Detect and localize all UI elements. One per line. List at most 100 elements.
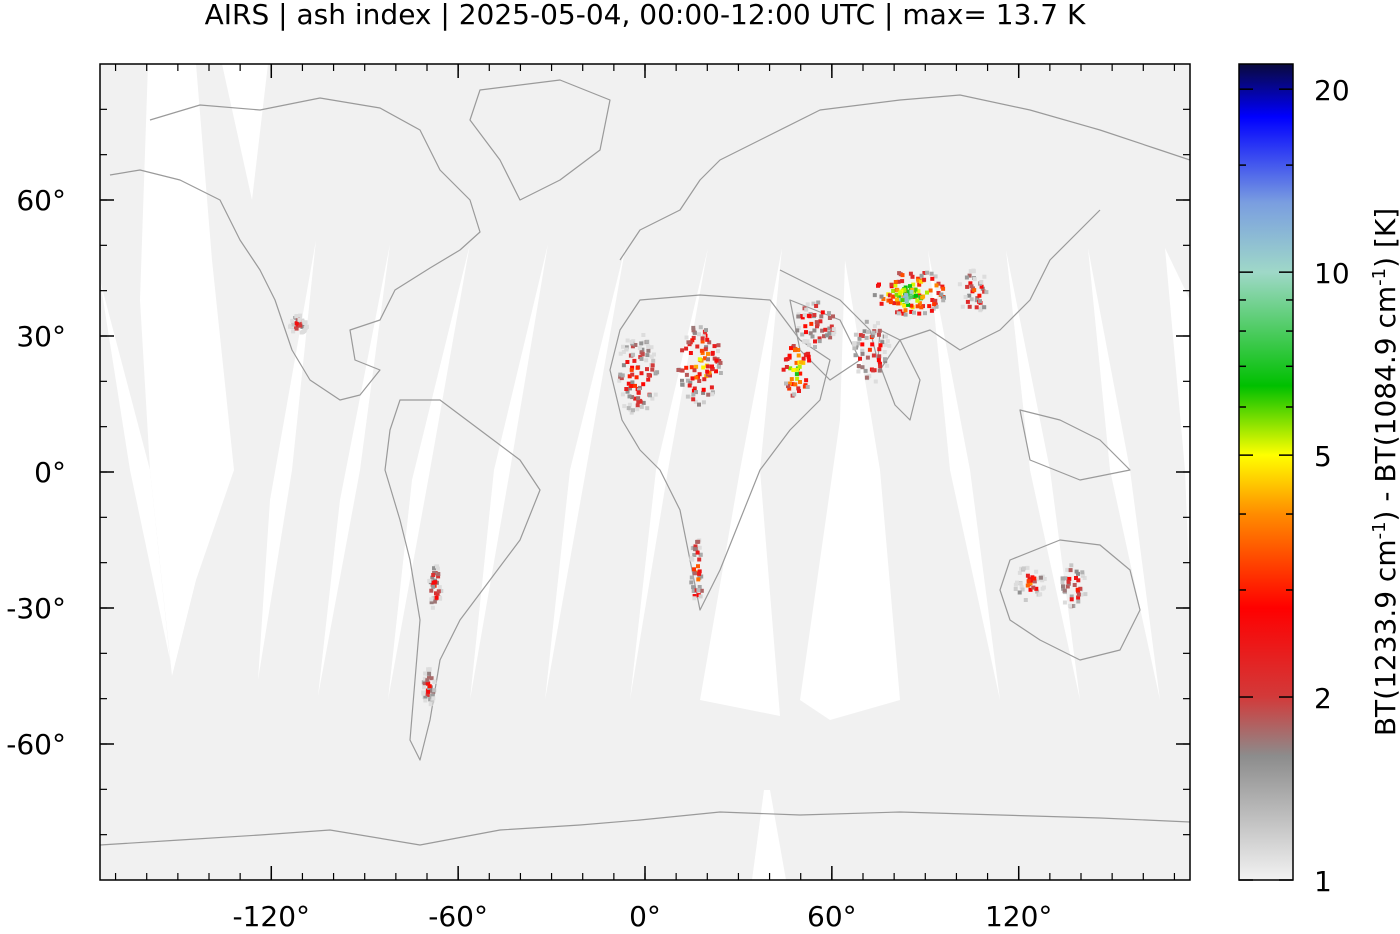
ash-cell bbox=[714, 359, 718, 363]
ash-cell bbox=[702, 388, 706, 392]
ash-cell bbox=[651, 363, 655, 367]
ash-cell bbox=[894, 280, 898, 284]
ash-cell bbox=[1083, 592, 1087, 596]
ash-cell bbox=[915, 299, 919, 303]
ash-cell bbox=[854, 353, 858, 357]
ash-cell bbox=[927, 304, 931, 308]
ash-cell bbox=[691, 585, 695, 589]
ash-cell bbox=[909, 295, 913, 299]
ash-cell bbox=[430, 676, 434, 680]
ash-cell bbox=[1027, 579, 1031, 583]
ash-cell bbox=[437, 589, 441, 593]
ash-cell bbox=[426, 667, 430, 671]
ash-cell bbox=[438, 597, 442, 601]
map-plot-area: -120°-60°0°60°120° 60°30°0°-30°-60° bbox=[6, 64, 1190, 930]
ash-cell bbox=[295, 327, 299, 331]
ash-cell bbox=[793, 382, 797, 386]
ash-cell bbox=[639, 341, 643, 345]
ash-cell bbox=[861, 365, 865, 369]
ash-cell bbox=[864, 369, 868, 373]
ash-cell bbox=[645, 340, 649, 344]
ash-cell bbox=[893, 284, 897, 288]
ash-cell bbox=[877, 358, 881, 362]
ash-cell bbox=[790, 377, 794, 381]
ash-cell bbox=[890, 283, 894, 287]
ash-cell bbox=[646, 344, 650, 348]
ash-cell bbox=[429, 702, 433, 706]
ash-cell bbox=[814, 304, 818, 308]
ash-cell bbox=[639, 400, 643, 404]
ash-cell bbox=[1014, 587, 1018, 591]
ash-cell bbox=[1061, 580, 1065, 584]
ash-cell bbox=[429, 597, 433, 601]
ash-cell bbox=[647, 373, 651, 377]
ash-cell bbox=[432, 688, 436, 692]
colorbar-tick-label: 10 bbox=[1314, 257, 1350, 290]
ash-cell bbox=[640, 405, 644, 409]
ash-cell bbox=[305, 325, 309, 329]
ash-cell bbox=[1067, 580, 1071, 584]
ash-cell bbox=[1074, 576, 1078, 580]
ash-cell bbox=[641, 382, 645, 386]
ash-cell bbox=[920, 296, 924, 300]
ash-cell bbox=[865, 376, 869, 380]
ash-cell bbox=[977, 294, 981, 298]
ash-cell bbox=[298, 324, 302, 328]
ash-cell bbox=[624, 387, 628, 391]
ash-cell bbox=[711, 351, 715, 355]
ash-cell bbox=[789, 346, 793, 350]
ash-cell bbox=[930, 272, 934, 276]
ash-cell bbox=[637, 390, 641, 394]
y-tick-label: -60° bbox=[6, 728, 66, 761]
ash-cell bbox=[685, 336, 689, 340]
ash-cell bbox=[904, 313, 908, 317]
ash-cell bbox=[693, 547, 697, 551]
ash-cell bbox=[699, 325, 703, 329]
ash-cell bbox=[621, 345, 625, 349]
ash-cell bbox=[630, 340, 634, 344]
ash-cell bbox=[621, 392, 625, 396]
ash-cell bbox=[1070, 597, 1074, 601]
ash-cell bbox=[896, 301, 900, 305]
ash-cell bbox=[436, 572, 440, 576]
ash-cell bbox=[431, 573, 435, 577]
ash-cell bbox=[970, 284, 974, 288]
ash-cell bbox=[811, 335, 815, 339]
ash-cell bbox=[696, 564, 700, 568]
ash-cell bbox=[1076, 572, 1080, 576]
ash-cell bbox=[1038, 592, 1042, 596]
ash-cell bbox=[967, 294, 971, 298]
colorbar-tick-label: 1 bbox=[1314, 865, 1332, 898]
ash-cell bbox=[799, 360, 803, 364]
ash-cell bbox=[632, 359, 636, 363]
ash-cell bbox=[886, 339, 890, 343]
ash-cell bbox=[699, 594, 703, 598]
ash-cell bbox=[895, 298, 899, 302]
ash-cell bbox=[858, 357, 862, 361]
ash-cell bbox=[717, 343, 721, 347]
ash-cell bbox=[879, 343, 883, 347]
ash-cell bbox=[644, 358, 648, 362]
ash-cell bbox=[812, 329, 816, 333]
ash-cell bbox=[680, 383, 684, 387]
x-tick-label: -60° bbox=[428, 900, 488, 930]
ash-cell bbox=[916, 304, 920, 308]
ash-cell bbox=[865, 336, 869, 340]
ash-cell bbox=[655, 370, 659, 374]
ash-cell bbox=[431, 606, 435, 610]
ash-cell bbox=[979, 280, 983, 284]
ash-cell bbox=[968, 305, 972, 309]
ash-cell bbox=[646, 378, 650, 382]
ash-cell bbox=[641, 333, 645, 337]
ash-cell bbox=[971, 269, 975, 273]
ash-cell bbox=[421, 692, 425, 696]
map-background bbox=[100, 64, 1190, 880]
ash-cell bbox=[1024, 598, 1028, 602]
ash-cell bbox=[804, 378, 808, 382]
ash-cell bbox=[697, 379, 701, 383]
colorbar-label: BT(1233.9 cm-1) - BT(1084.9 cm-1) [K] bbox=[1369, 208, 1400, 736]
ash-cell bbox=[880, 295, 884, 299]
ash-cell bbox=[625, 348, 629, 352]
ash-cell bbox=[925, 291, 929, 295]
